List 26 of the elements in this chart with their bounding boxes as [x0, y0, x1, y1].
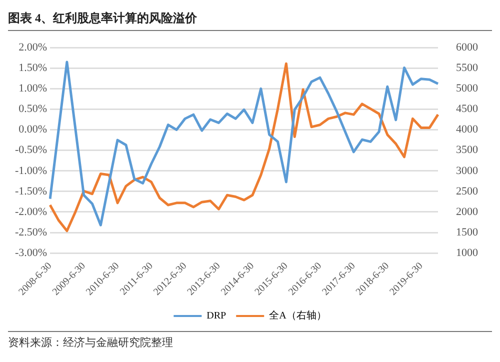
y2-tick-label: 3500: [456, 144, 478, 156]
y2-tick-label: 3000: [456, 164, 478, 177]
y-tick-label: -1.50%: [15, 185, 48, 198]
y-tick-label: -0.50%: [15, 144, 48, 156]
y-tick-label: -1.00%: [15, 164, 48, 177]
y2-tick-label: 5500: [456, 62, 478, 74]
chart-title: 图表 4、红利股息率计算的风险溢价: [8, 8, 492, 31]
y-tick-label: 0.50%: [18, 103, 48, 116]
y-tick-label: 2.00%: [18, 41, 48, 54]
y2-tick-label: 4000: [456, 124, 478, 136]
y2-tick-label: 5000: [456, 82, 478, 95]
y-tick-label: 0.00%: [18, 124, 48, 136]
y-tick-label: -2.50%: [15, 226, 48, 238]
y2-tick-label: 4500: [456, 103, 478, 116]
legend-label: 全A（右轴）: [269, 310, 326, 322]
y-tick-label: -3.00%: [15, 246, 48, 259]
y2-tick-label: 2500: [456, 185, 478, 198]
y2-tick-label: 1500: [456, 226, 478, 238]
y-tick-label: 1.50%: [18, 62, 48, 74]
y-tick-label: 1.00%: [18, 82, 48, 95]
legend-label: DRP: [206, 310, 227, 322]
text: 资料来源：经济与金融研究院整理: [8, 331, 492, 350]
y2-tick-label: 6000: [456, 41, 478, 54]
y2-tick-label: 2000: [456, 206, 478, 218]
y2-tick-label: 1000: [456, 246, 478, 259]
y-tick-label: -2.00%: [15, 206, 48, 218]
